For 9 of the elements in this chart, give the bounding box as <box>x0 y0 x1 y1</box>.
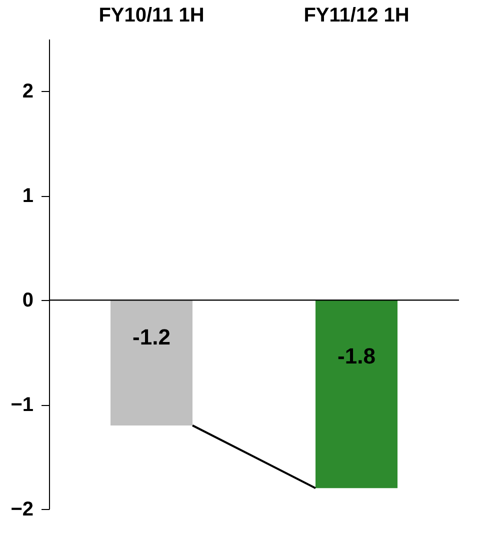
y-tick-label: −2 <box>10 498 34 520</box>
data-label: -1.2 <box>132 324 170 350</box>
x-tick-label: FY10/11 1H <box>98 4 204 26</box>
y-tick-label: 2 <box>22 80 34 103</box>
y-tick-label: 1 <box>22 185 34 208</box>
y-tick-label: −1 <box>10 394 34 416</box>
data-label: -1.8 <box>338 344 376 369</box>
y-tick-label: 0 <box>22 290 34 312</box>
x-tick-label: FY11/12 1H <box>304 4 410 26</box>
